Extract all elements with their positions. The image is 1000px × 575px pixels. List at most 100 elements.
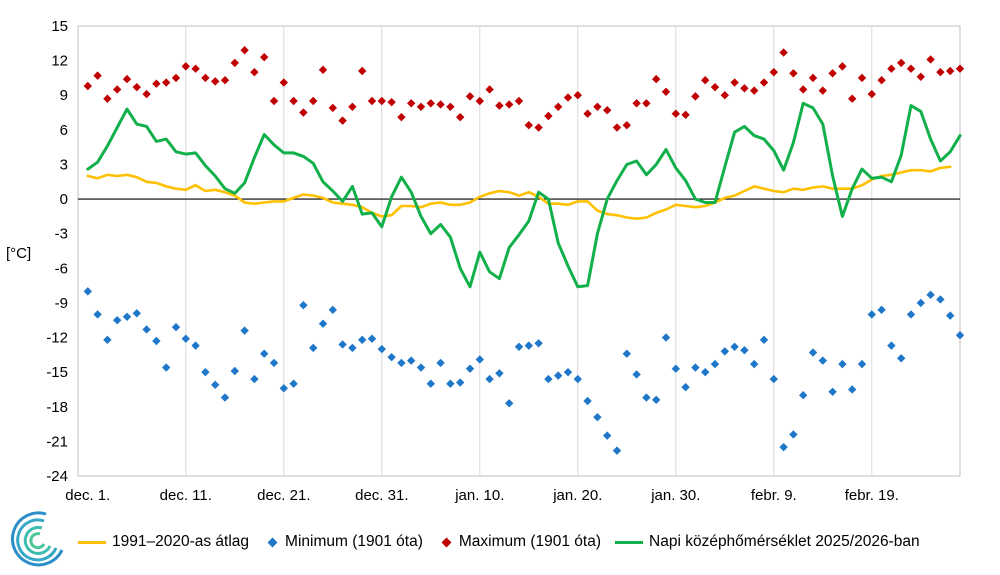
series-1-point [83,287,92,296]
series-1-point [554,371,563,380]
series-2-point [426,99,435,108]
series-2-point [955,64,965,73]
series-2-point [328,103,337,113]
series-2-point [514,96,524,106]
series-2-point [456,112,465,122]
series-2-point [377,96,386,106]
series-2-point [818,86,827,95]
series-1-point [162,363,171,372]
series-1-point [230,366,239,376]
series-1-point [936,295,945,304]
legend-swatch-maximum [441,537,452,547]
series-1-point [152,336,161,346]
series-1-point [720,347,729,356]
series-2-point [269,96,279,106]
series-2-point [142,89,151,99]
series-2-point [652,74,661,84]
x-tick-label: jan. 10. [454,487,504,504]
series-2-point [808,73,818,83]
series-1-point [710,359,720,369]
series-2-point [211,77,220,86]
series-1-point [220,393,230,402]
series-1-point [416,363,426,372]
series-1-point [612,446,622,455]
logo-icon [6,506,70,575]
series-1-point [113,316,122,325]
legend-item-daily-mean: Napi középhőmérséklet 2025/2026-ban [615,533,920,551]
series-1-point [906,310,916,319]
series-1-point [544,374,553,384]
series-2-point [367,96,377,106]
x-tick-label: dec. 11. [160,487,212,504]
series-1-point [867,310,876,319]
series-2-point [720,91,729,100]
legend-swatch-minimum [267,537,278,547]
series-1-point [485,374,494,384]
series-2-point [289,96,298,106]
series-1-point [309,343,318,353]
series-2-point [779,48,788,57]
series-1-point [740,346,749,355]
series-2-point [750,86,759,95]
series-1-point [240,326,249,335]
y-axis-ticks: 15 12 9 6 3 0 -3 -6 -9 -12 -15 -18 -21 -24 [46,18,68,485]
series-1-point [622,349,631,358]
series-1-point [436,358,445,368]
series-1-point [563,367,573,377]
series-1-point [132,309,141,318]
series-1-point [514,342,524,351]
y-tick-label: -18 [46,399,68,416]
x-tick-label: jan. 30. [650,487,700,504]
series-1-point [426,379,435,388]
series-1 [83,287,965,455]
x-tick-label: febr. 19. [845,487,899,504]
series-0 [86,165,952,220]
series-1-point [505,399,514,408]
series-1-point [789,430,798,439]
series-1-point [828,387,837,396]
x-tick-label: febr. 9. [751,487,797,504]
x-tick-label: dec. 31. [355,487,408,504]
series-2-point [622,121,631,130]
series-1-point [887,341,896,350]
plot-area [77,25,961,477]
series-2-point [612,123,622,132]
series-2-point [162,78,171,87]
series-1-point [338,340,347,349]
legend: 1991–2020-as átlag Minimum (1901 óta) Ma… [78,530,920,554]
y-tick-label: 3 [60,156,68,173]
series-1-point [446,379,455,388]
series-2-point [828,69,837,78]
series-2-point [113,85,122,94]
series-1-point [818,356,827,365]
series-1-point [573,374,582,384]
series-1-point [122,312,132,321]
series-1-point [211,380,220,390]
series-2-point [524,121,533,130]
series-1-point [603,431,612,440]
series-1-point [759,335,769,345]
y-tick-label: 12 [51,53,68,70]
legend-item-maximum: Maximum (1901 óta) [437,533,601,551]
series-2-point [671,109,680,118]
series-1-point [897,354,906,363]
series-1-point [181,334,190,343]
series-2-point [505,100,514,109]
series-1-point [397,358,406,368]
y-tick-label: 6 [60,122,68,139]
series-1-point [750,359,759,369]
series-2-point [563,93,573,102]
series-1-point [318,319,328,328]
series-2-point [769,67,778,77]
series-1-point [358,335,367,345]
series-1-point [838,359,847,369]
series-2-point [838,62,847,71]
series-2-point [407,99,416,108]
series-1-point [701,367,710,377]
series-1-point [524,341,533,350]
legend-item-average: 1991–2020-as átlag [78,533,249,551]
series-1-point [279,384,288,393]
series-2-point [181,62,190,71]
series-2-point [93,71,102,80]
series-1-point [642,393,651,402]
